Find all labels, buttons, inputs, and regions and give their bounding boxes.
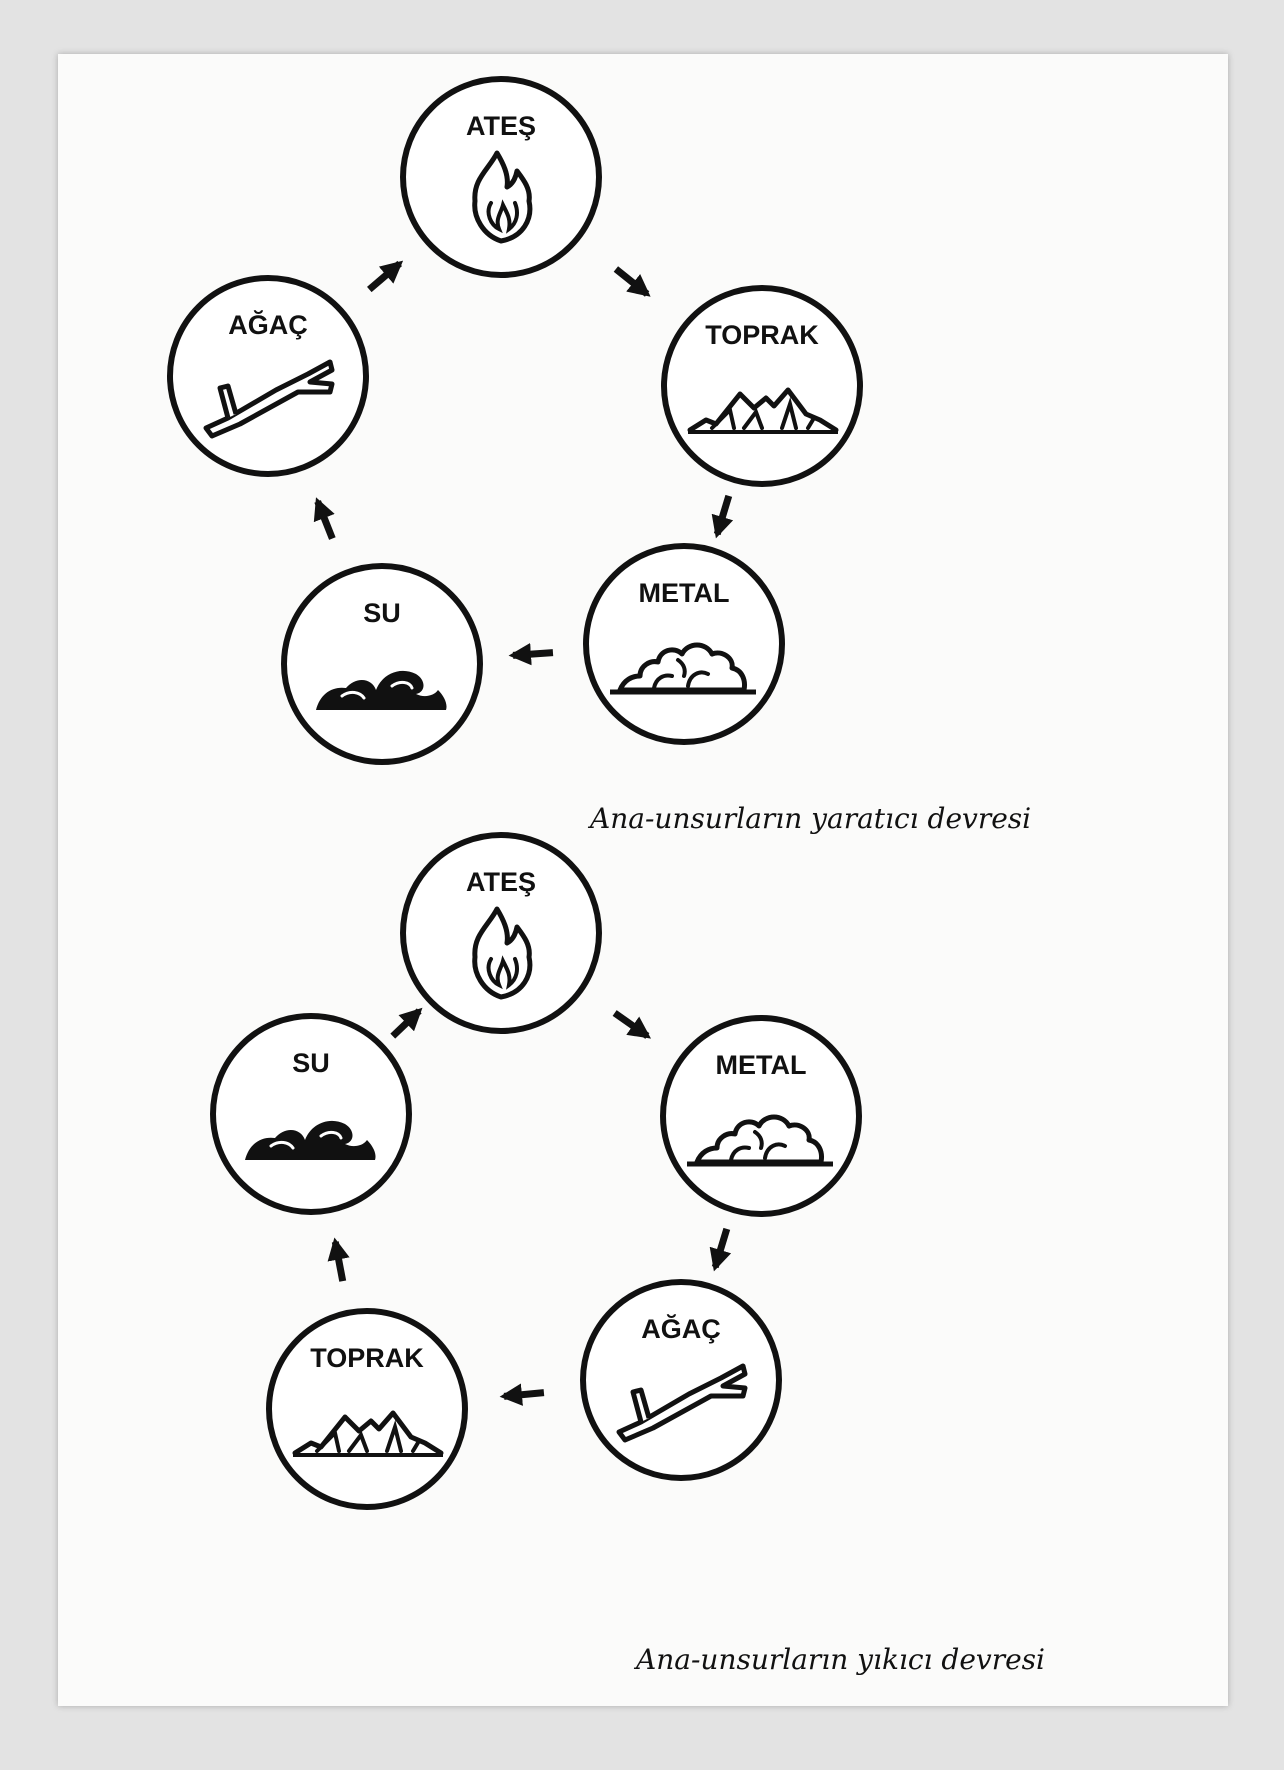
element-circle: [266, 1308, 468, 1510]
element-label: METAL: [716, 1050, 807, 1080]
cycle-arrow: [612, 1010, 652, 1039]
element-node: SU: [210, 1013, 412, 1215]
element-node: AĞAÇ: [580, 1279, 782, 1481]
element-circle: [210, 1013, 412, 1215]
element-label: AĞAÇ: [228, 309, 308, 340]
caption-creative-cycle: Ana-unsurların yaratıcı devresi: [590, 802, 1032, 835]
cycle-arrow: [327, 1237, 350, 1282]
element-circle: [660, 1015, 862, 1217]
element-node: METAL: [583, 543, 785, 745]
cycle-arrow: [390, 1007, 423, 1039]
cycle-arrow: [711, 494, 734, 539]
cycle-arrow: [508, 642, 554, 666]
element-circle: [583, 543, 785, 745]
cycle-arrow: [709, 1227, 732, 1272]
element-label: SU: [363, 598, 401, 628]
element-node: AĞAÇ: [167, 275, 369, 477]
caption-destructive-cycle: Ana-unsurların yıkıcı devresi: [636, 1643, 1046, 1676]
element-node: METAL: [660, 1015, 862, 1217]
element-label: METAL: [639, 578, 730, 608]
cycle-arrow: [613, 266, 651, 297]
element-label: ATEŞ: [466, 867, 536, 897]
cycle-arrow: [313, 497, 336, 540]
element-label: TOPRAK: [705, 320, 819, 350]
book-page: ATEŞ TOPRAK METAL SU AĞAÇ ATEŞ METAL AĞAÇ TOPRA…: [58, 54, 1228, 1706]
destructive-cycle-diagram: ATEŞ METAL AĞAÇ TOPRAK SU: [210, 832, 862, 1510]
element-circle: [580, 1279, 782, 1481]
element-label: AĞAÇ: [641, 1313, 721, 1344]
element-node: ATEŞ: [400, 76, 602, 278]
element-node: SU: [281, 563, 483, 765]
cycle-arrow: [367, 260, 404, 293]
element-cycles-figure: ATEŞ TOPRAK METAL SU AĞAÇ ATEŞ METAL AĞAÇ TOPRA…: [167, 76, 863, 1510]
element-label: TOPRAK: [310, 1343, 424, 1373]
element-node: TOPRAK: [266, 1308, 468, 1510]
creative-cycle-diagram: ATEŞ TOPRAK METAL SU AĞAÇ: [167, 76, 863, 765]
element-circle: [167, 275, 369, 477]
element-circle: [281, 563, 483, 765]
element-node: ATEŞ: [400, 832, 602, 1034]
element-label: SU: [292, 1048, 330, 1078]
cycle-arrow: [499, 1383, 545, 1406]
element-node: TOPRAK: [661, 285, 863, 487]
element-circle: [661, 285, 863, 487]
element-label: ATEŞ: [466, 111, 536, 141]
